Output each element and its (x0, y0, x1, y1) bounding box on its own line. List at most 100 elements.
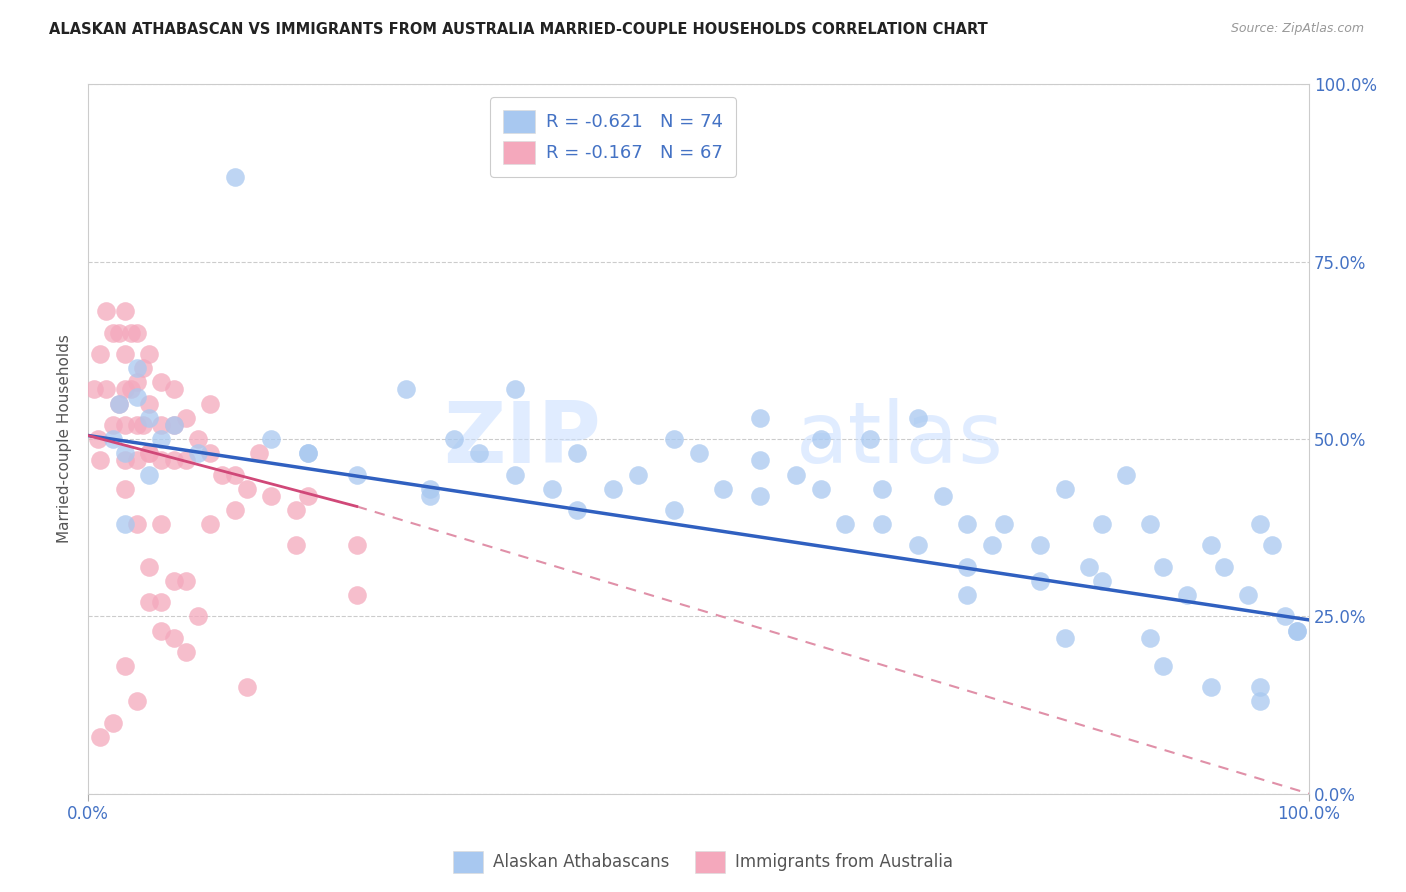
Point (1152, 559, 1174, 574)
Point (150, 417, 173, 432)
Point (125, 517, 148, 532)
Point (107, 326, 129, 340)
Point (125, 694, 148, 708)
Point (114, 347, 136, 361)
Point (834, 517, 856, 532)
Point (1249, 681, 1271, 695)
Point (688, 446, 710, 460)
Point (394, 383, 416, 397)
Point (150, 595, 173, 609)
Point (150, 376, 173, 390)
Y-axis label: Married-couple Households: Married-couple Households (58, 334, 72, 543)
Point (505, 467, 527, 482)
Point (114, 383, 136, 397)
Text: atlas: atlas (796, 398, 1004, 481)
Point (1115, 467, 1137, 482)
Point (602, 482, 624, 496)
Point (626, 467, 648, 482)
Point (247, 446, 270, 460)
Point (150, 432, 173, 446)
Text: ZIP: ZIP (443, 398, 600, 481)
Point (443, 432, 465, 446)
Point (284, 503, 307, 517)
Point (297, 446, 319, 460)
Point (200, 396, 222, 410)
Point (107, 396, 129, 410)
Point (565, 503, 588, 517)
Point (236, 482, 259, 496)
Point (224, 503, 246, 517)
Point (956, 517, 979, 532)
Point (810, 432, 832, 446)
Point (748, 489, 770, 503)
Point (419, 489, 441, 503)
Point (956, 559, 979, 574)
Point (664, 503, 686, 517)
Point (1249, 517, 1271, 532)
Point (187, 432, 209, 446)
Point (101, 326, 124, 340)
Point (1139, 517, 1161, 532)
Point (1090, 517, 1112, 532)
Text: Source: ZipAtlas.com: Source: ZipAtlas.com (1230, 22, 1364, 36)
Point (174, 410, 197, 425)
Legend: R = -0.621   N = 74, R = -0.167   N = 67: R = -0.621 N = 74, R = -0.167 N = 67 (491, 97, 735, 177)
Point (101, 715, 124, 730)
Point (138, 347, 160, 361)
Point (114, 417, 136, 432)
Point (211, 467, 233, 482)
Point (138, 446, 160, 460)
Point (1212, 559, 1234, 574)
Point (1274, 609, 1296, 624)
Point (993, 517, 1015, 532)
Point (125, 453, 148, 467)
Point (125, 361, 148, 376)
Point (785, 467, 807, 482)
Point (89, 730, 111, 744)
Point (101, 417, 124, 432)
Point (132, 361, 155, 376)
Point (1285, 624, 1308, 638)
Point (1249, 694, 1271, 708)
Point (1090, 574, 1112, 588)
Point (107, 396, 129, 410)
Point (138, 559, 160, 574)
Point (200, 517, 222, 532)
Legend: Alaskan Athabascans, Immigrants from Australia: Alaskan Athabascans, Immigrants from Aus… (447, 845, 959, 880)
Point (162, 574, 184, 588)
Point (224, 467, 246, 482)
Point (858, 432, 880, 446)
Point (138, 467, 160, 482)
Point (120, 383, 142, 397)
Point (1261, 538, 1284, 552)
Point (114, 482, 136, 496)
Point (174, 574, 197, 588)
Point (138, 595, 160, 609)
Point (1139, 631, 1161, 645)
Point (174, 453, 197, 467)
Point (1201, 681, 1223, 695)
Point (980, 538, 1002, 552)
Point (1237, 588, 1260, 602)
Point (162, 631, 184, 645)
Point (162, 453, 184, 467)
Point (1285, 624, 1308, 638)
Point (87, 432, 110, 446)
Point (162, 417, 184, 432)
Point (96, 383, 118, 397)
Point (187, 609, 209, 624)
Point (260, 432, 283, 446)
Point (541, 482, 564, 496)
Point (174, 645, 197, 659)
Point (956, 588, 979, 602)
Point (150, 517, 173, 532)
Point (89, 453, 111, 467)
Point (1078, 559, 1101, 574)
Point (114, 517, 136, 532)
Point (89, 347, 111, 361)
Point (1053, 482, 1076, 496)
Point (932, 489, 955, 503)
Point (162, 383, 184, 397)
Point (565, 446, 588, 460)
Point (162, 417, 184, 432)
